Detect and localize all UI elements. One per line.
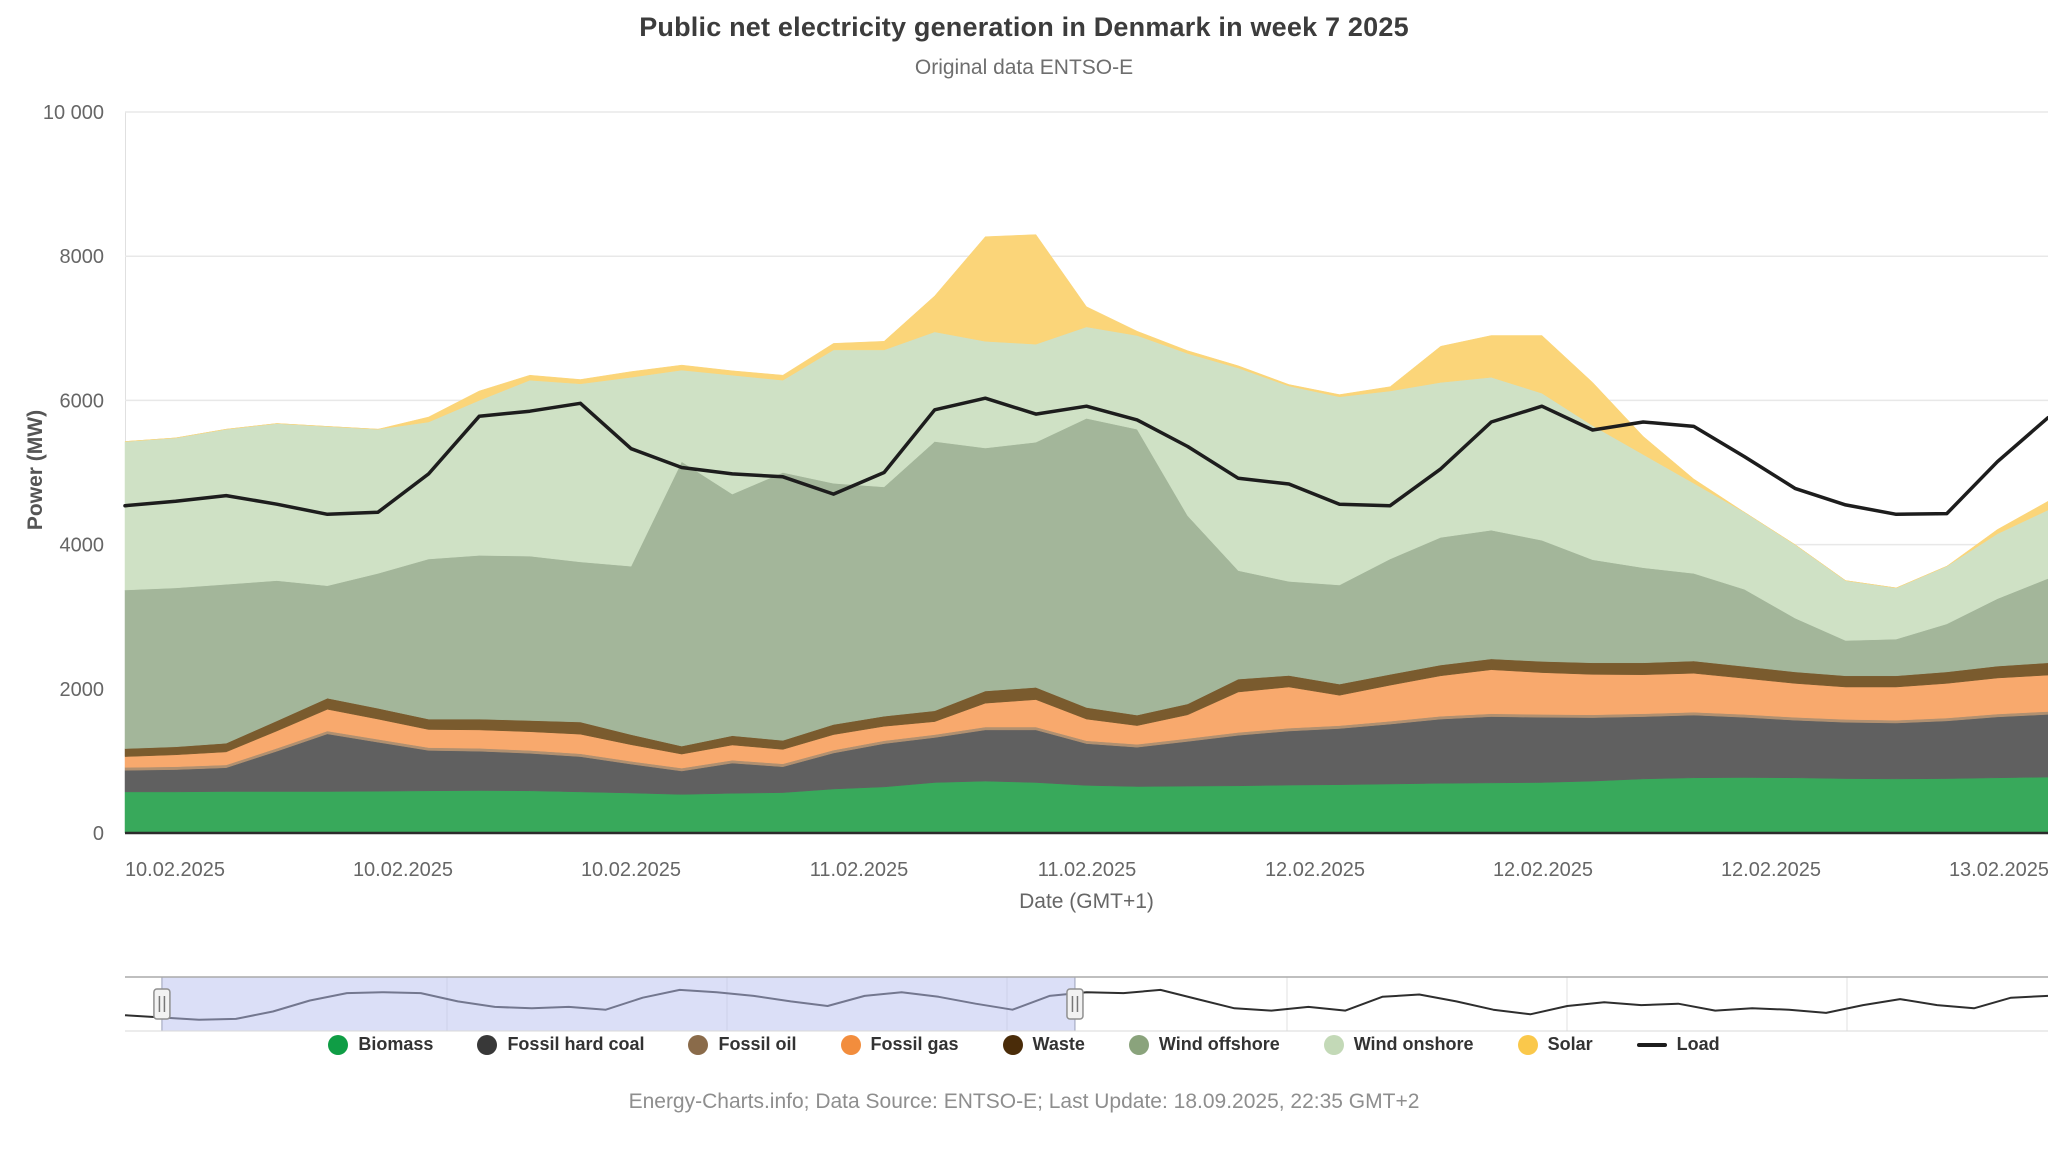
legend-dot-waste xyxy=(1002,1034,1023,1055)
navigator-right-handle-grip[interactable] xyxy=(1066,988,1084,1020)
x-tick-label: 11.02.2025 xyxy=(810,859,909,881)
legend-label: Fossil oil xyxy=(718,1034,797,1054)
legend-label: Waste xyxy=(1032,1034,1085,1054)
x-tick-label: 13.02.2025 xyxy=(1949,859,2048,881)
x-tick-label: 12.02.2025 xyxy=(1493,859,1593,881)
y-tick-label: 8000 xyxy=(60,246,105,268)
y-tick-label: 0 xyxy=(93,823,104,845)
legend-item-solar[interactable]: Solar xyxy=(1517,1034,1593,1055)
legend-item-wind-offshore[interactable]: Wind offshore xyxy=(1128,1034,1280,1055)
area-solar[interactable] xyxy=(124,234,2048,589)
legend-dot-biomass xyxy=(328,1034,349,1055)
legend-label: Wind offshore xyxy=(1158,1034,1280,1054)
legend-label: Load xyxy=(1676,1034,1720,1054)
x-tick-label: 10.02.2025 xyxy=(581,859,681,881)
navigator-selected-range[interactable] xyxy=(161,976,1076,1032)
legend-label: Solar xyxy=(1547,1034,1593,1054)
navigator-left-handle-grip[interactable] xyxy=(153,988,171,1020)
legend-dot-fossil-gas xyxy=(840,1034,861,1055)
legend-item-waste[interactable]: Waste xyxy=(1002,1034,1085,1055)
line-load[interactable] xyxy=(123,396,2048,517)
navigator-left-handle[interactable] xyxy=(153,988,171,1020)
x-axis-title: Date (GMT+1) xyxy=(1019,890,1154,913)
x-tick-label: 11.02.2025 xyxy=(1038,859,1137,881)
legend-dot-fossil-oil xyxy=(688,1034,709,1055)
x-tick-label: 10.02.2025 xyxy=(125,859,225,881)
legend-line-marker xyxy=(1636,1042,1667,1047)
x-tick-label: 10.02.2025 xyxy=(353,859,453,881)
legend-item-fossil-gas[interactable]: Fossil gas xyxy=(840,1034,959,1055)
y-tick-label: 6000 xyxy=(60,390,105,412)
y-tick-label: 10 000 xyxy=(43,102,104,124)
footer-attribution: Energy-Charts.info; Data Source: ENTSO-E… xyxy=(628,1090,1420,1113)
legend-label: Fossil gas xyxy=(870,1034,959,1054)
chart-subtitle: Original data ENTSO-E xyxy=(914,56,1134,79)
legend-label: Biomass xyxy=(358,1034,434,1054)
legend-label: Wind onshore xyxy=(1353,1034,1474,1054)
legend-dot-wind-onshore xyxy=(1323,1034,1344,1055)
legend-item-fossil-hard-coal[interactable]: Fossil hard coal xyxy=(477,1034,644,1055)
legend: Biomass Fossil hard coal Fossil oil Fossil … xyxy=(0,1034,2048,1055)
navigator-right-handle[interactable] xyxy=(1066,988,1084,1020)
legend-item-load[interactable]: Load xyxy=(1636,1034,1720,1055)
y-tick-label: 4000 xyxy=(60,535,105,557)
y-tick-label: 2000 xyxy=(60,679,105,701)
legend-dot-solar xyxy=(1517,1034,1538,1055)
legend-dot-fossil-hard-coal xyxy=(477,1034,498,1055)
legend-item-biomass[interactable]: Biomass xyxy=(328,1034,433,1055)
legend-item-wind-onshore[interactable]: Wind onshore xyxy=(1323,1034,1474,1055)
chart-title: Public net electricity generation in Den… xyxy=(639,12,1409,42)
x-tick-label: 12.02.2025 xyxy=(1265,859,1365,881)
legend-label: Fossil hard coal xyxy=(507,1034,645,1054)
legend-dot-wind-offshore xyxy=(1128,1034,1149,1055)
legend-item-fossil-oil[interactable]: Fossil oil xyxy=(688,1034,797,1055)
x-tick-label: 12.02.2025 xyxy=(1721,859,1821,881)
